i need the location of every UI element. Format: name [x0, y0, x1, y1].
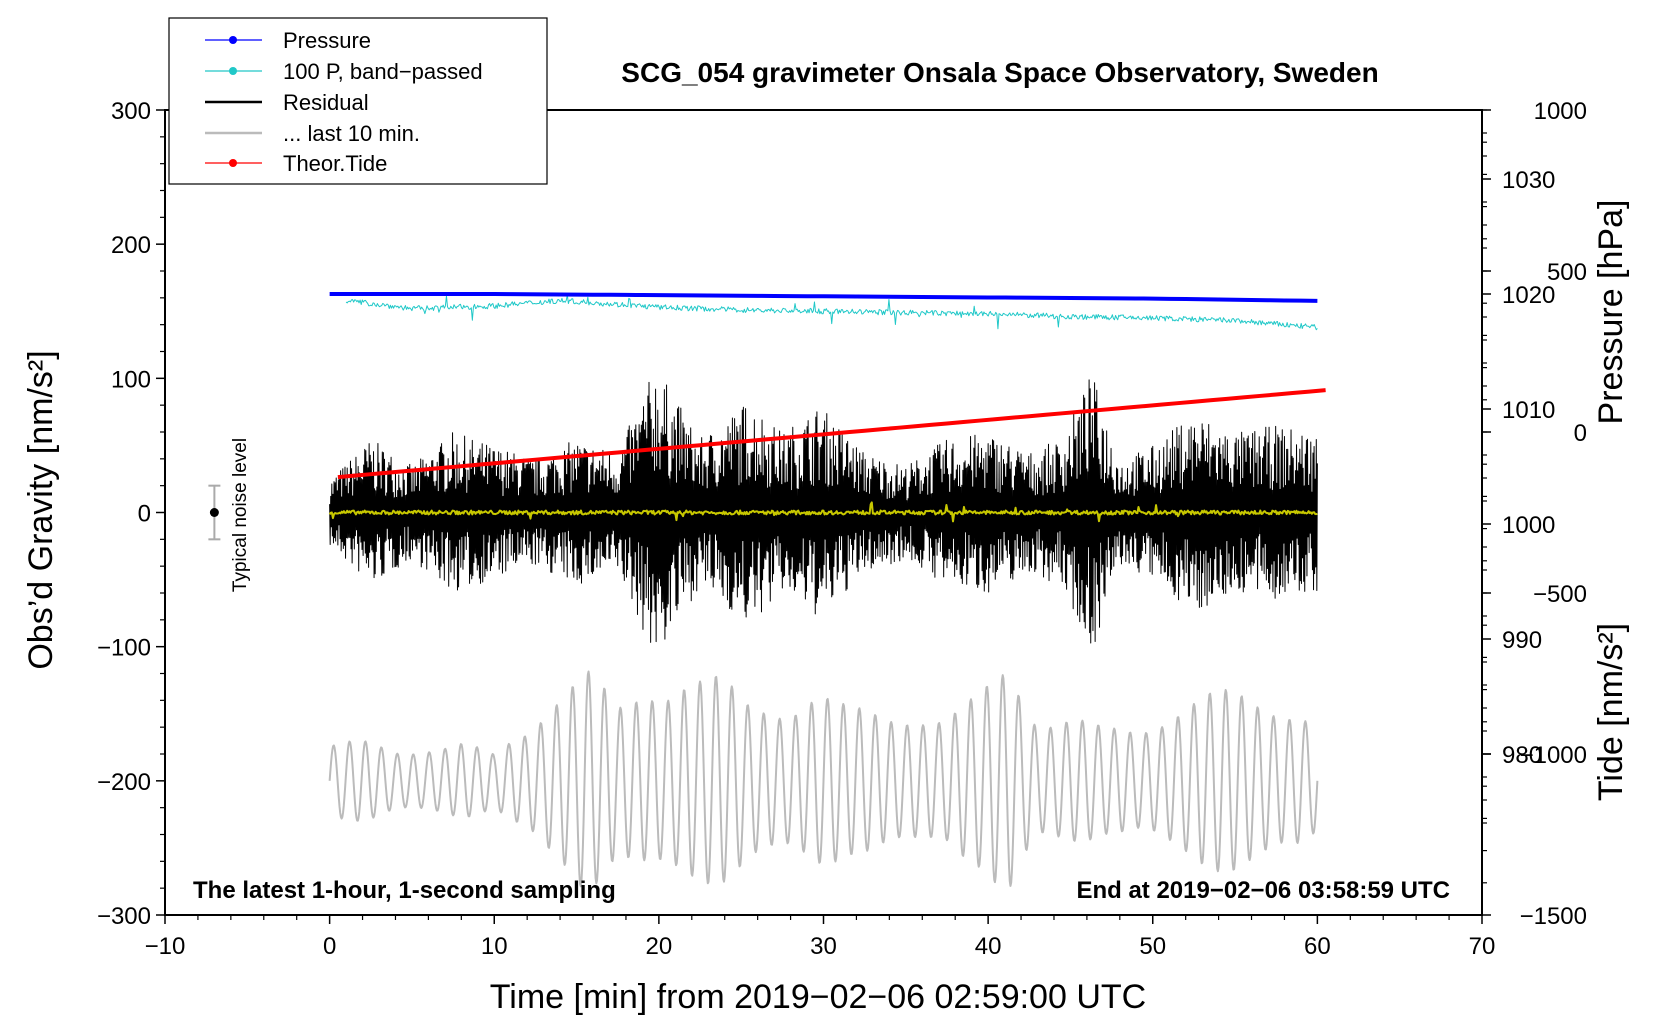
legend-item-residual: Residual	[205, 90, 369, 115]
x-tick-label: −10	[145, 933, 186, 960]
x-tick-label: 20	[646, 933, 673, 960]
pressure-tick-label: 990	[1502, 627, 1542, 654]
pressure-tick-label: 1020	[1502, 282, 1555, 309]
legend-label-bandpassed: 100 P, band−passed	[283, 59, 483, 84]
legend-label-last10: ... last 10 min.	[283, 121, 420, 146]
pressure-tick-label: 980	[1502, 742, 1542, 769]
legend-marker-pressure	[229, 36, 237, 44]
legend: Pressure 100 P, band−passed Residual ...…	[168, 17, 548, 185]
series-pressure-bandpassed	[345, 294, 1318, 331]
tide-tick-label: 1000	[1534, 98, 1587, 125]
legend-label-residual: Residual	[283, 90, 369, 115]
legend-item-pressure: Pressure	[205, 28, 371, 53]
legend-marker-tide	[229, 159, 237, 167]
x-tick-label: 70	[1469, 933, 1496, 960]
legend-item-tide: Theor.Tide	[205, 151, 387, 176]
y-tick-label: 300	[111, 98, 151, 125]
y-tick-label: 0	[138, 501, 151, 528]
y-tick-label: 100	[111, 366, 151, 393]
legend-item-bandpassed: 100 P, band−passed	[205, 59, 483, 84]
pressure-tick-label: 1000	[1502, 512, 1555, 539]
legend-label-tide: Theor.Tide	[283, 151, 387, 176]
tide-tick-label: −500	[1533, 581, 1587, 608]
x-tick-label: 50	[1139, 933, 1166, 960]
series-residual-smoothed	[328, 501, 1318, 523]
x-tick-label: 10	[481, 933, 508, 960]
legend-marker-bandpassed	[229, 67, 237, 75]
legend-label-pressure: Pressure	[283, 28, 371, 53]
series-theoretical-tide	[337, 388, 1326, 480]
y-tick-label: −200	[97, 769, 151, 796]
note-right: End at 2019−02−06 03:58:59 UTC	[1076, 877, 1450, 904]
y-tick-label: 200	[111, 232, 151, 259]
y-axis-label-tide: Tide [nm/s²]	[1592, 623, 1630, 801]
y-tick-label: −100	[97, 635, 151, 662]
x-tick-label: 30	[810, 933, 837, 960]
y-tick-label: −300	[97, 903, 151, 930]
y-axis-label-gravity: Obs’d Gravity [nm/s²]	[22, 350, 60, 669]
tide-tick-label: 500	[1547, 259, 1587, 286]
legend-item-last10: ... last 10 min.	[205, 121, 420, 146]
noise-center-dot	[209, 508, 219, 517]
tide-tick-label: 0	[1574, 420, 1587, 447]
x-tick-label: 60	[1304, 933, 1331, 960]
x-tick-label: 0	[323, 933, 336, 960]
pressure-tick-label: 1030	[1502, 167, 1555, 194]
pressure-tick-label: 1010	[1502, 397, 1555, 424]
series-pressure	[329, 292, 1318, 303]
series-last-10-min	[328, 670, 1319, 888]
series-layer	[328, 292, 1326, 888]
x-axis-label: Time [min] from 2019−02−06 02:59:00 UTC	[490, 978, 1146, 1016]
y-axis-label-pressure: Pressure [hPa]	[1592, 200, 1630, 425]
noise-indicator	[208, 484, 221, 541]
note-left: The latest 1-hour, 1-second sampling	[193, 877, 616, 904]
series-residual	[329, 379, 1318, 644]
tick-layer: −10 0 10 20 30 40 50 60 70−300−200−1000100200300…	[97, 98, 1587, 960]
chart-title: SCG_054 gravimeter Onsala Space Observat…	[621, 57, 1378, 88]
tide-tick-label: −1000	[1520, 742, 1587, 769]
noise-label: Typical noise level	[230, 438, 251, 592]
x-tick-label: 40	[975, 933, 1002, 960]
tide-tick-label: −1500	[1520, 903, 1587, 930]
